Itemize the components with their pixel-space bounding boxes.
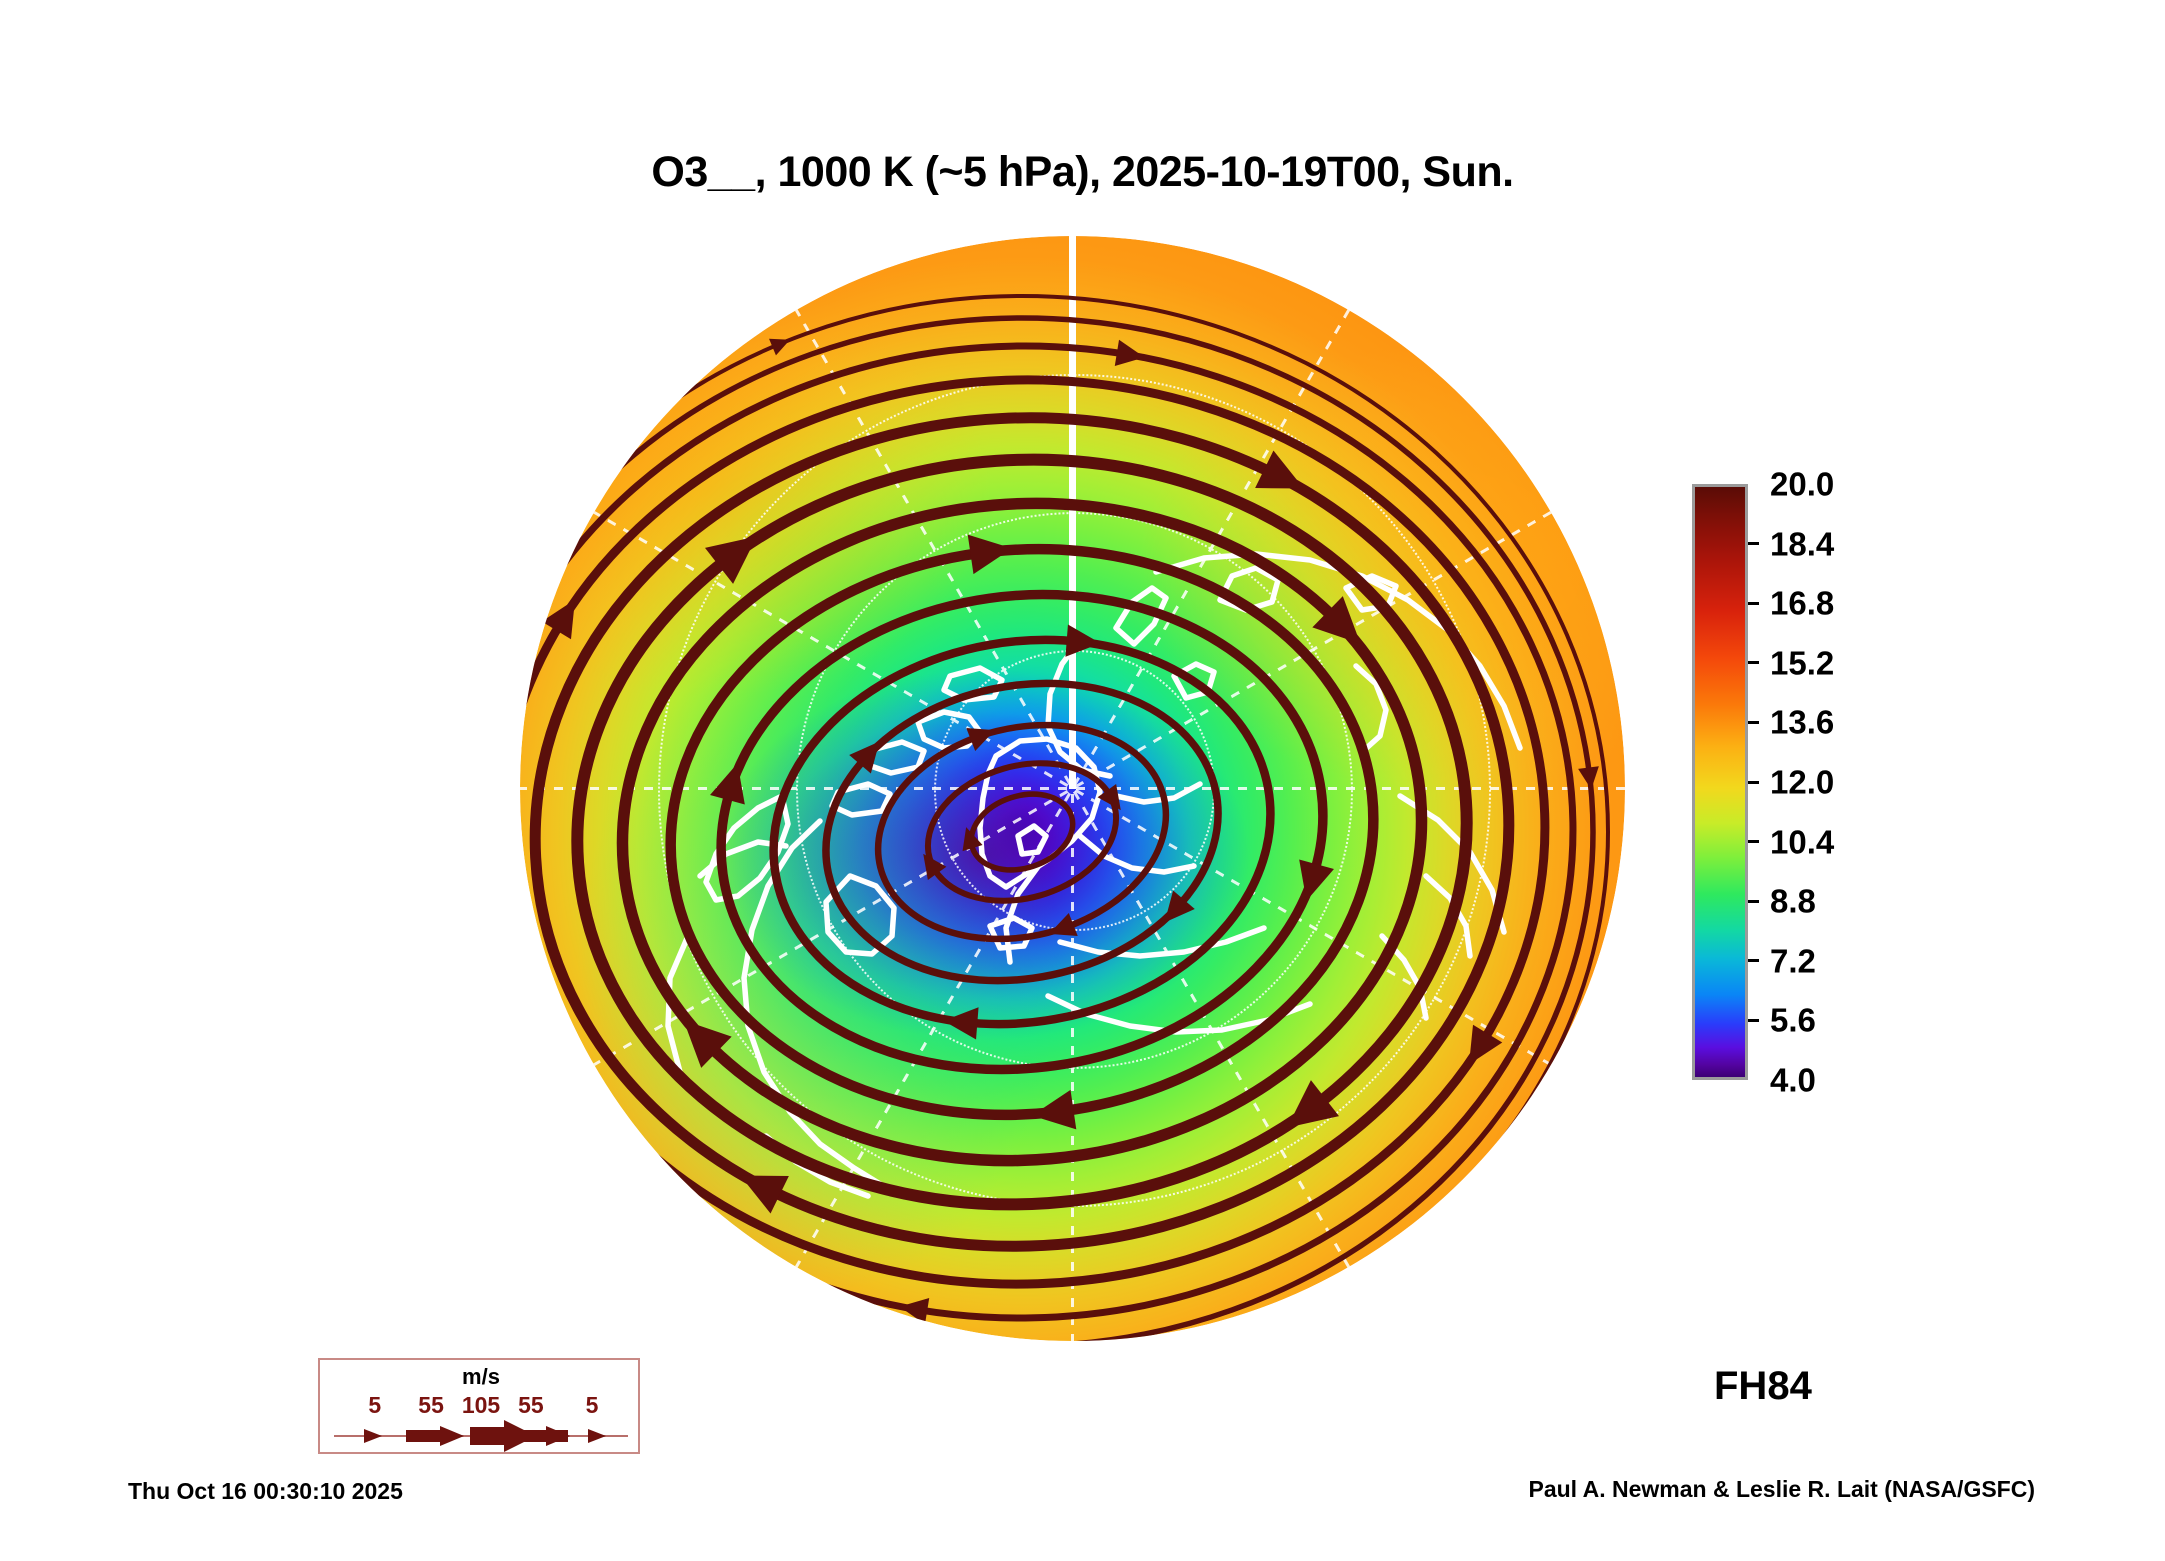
streamline-arrowhead [1254, 1308, 1275, 1326]
credit-line: Paul A. Newman & Leslie R. Lait (NASA/GS… [1528, 1476, 2035, 1502]
forecast-hour-label: FH84 [1714, 1364, 1812, 1408]
wind-key-value: 5 [585, 1392, 599, 1418]
polar-projection-disc [520, 236, 1625, 1341]
wind-key-value: 55 [518, 1392, 544, 1418]
colorbar-tick-mark [1748, 542, 1759, 546]
colorbar-tick-mark [1748, 601, 1759, 605]
wind-key-arrow-glyphs [334, 1420, 628, 1452]
disc-rim-shading [520, 236, 1625, 1341]
colorbar-tick-mark [1748, 780, 1759, 784]
generated-timestamp: Thu Oct 16 00:30:10 2025 [128, 1478, 403, 1504]
ozone-map-panel [520, 236, 1625, 1341]
wind-key-value: 55 [418, 1392, 444, 1418]
colorbar-tick-mark [1748, 720, 1759, 724]
colorbar-gradient [1692, 484, 1748, 1080]
colorbar-tick-label: 8.8 [1770, 882, 1816, 920]
colorbar-tick-label: 12.0 [1770, 763, 1835, 801]
colorbar-tick-label: 7.2 [1770, 942, 1816, 980]
wind-key-unit-label: m/s [462, 1364, 500, 1389]
colorbar-tick-mark [1748, 959, 1759, 963]
colorbar-tick-label: 18.4 [1770, 525, 1835, 563]
wind-key-value: 105 [461, 1392, 501, 1418]
colorbar-tick-mark [1748, 899, 1759, 903]
colorbar-tick-mark [1748, 1018, 1759, 1022]
page-title: O3__, 1000 K (~5 hPa), 2025-10-19T00, Su… [651, 148, 1514, 196]
colorbar-tick-mark [1748, 661, 1759, 665]
colorbar-tick-mark [1748, 840, 1759, 844]
colorbar-tick-label: 20.0 [1770, 465, 1835, 503]
colorbar-tick-label: 13.6 [1770, 703, 1835, 741]
colorbar-tick-label: 4.0 [1770, 1061, 1816, 1099]
colorbar: 20.0 18.4 16.8 15.2 13.6 12.0 10.4 8.8 7.2 5.6 4.0 [1692, 468, 1942, 1097]
colorbar-tick-label: 16.8 [1770, 584, 1835, 622]
colorbar-tick-label: 10.4 [1770, 823, 1835, 861]
wind-speed-key: m/s 5 55 105 55 5 [318, 1358, 640, 1454]
colorbar-tick-label: 5.6 [1770, 1001, 1816, 1039]
wind-key-value: 5 [368, 1392, 382, 1418]
colorbar-tick-label: 15.2 [1770, 644, 1835, 682]
